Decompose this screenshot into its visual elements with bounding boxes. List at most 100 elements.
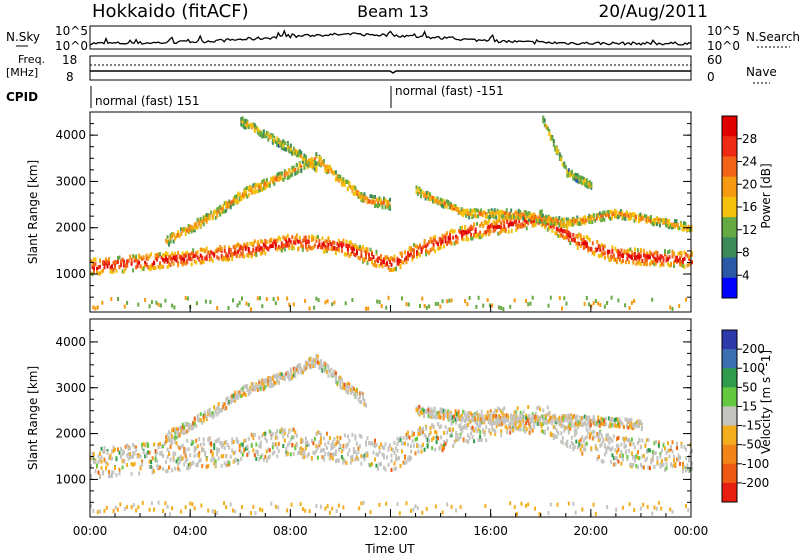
heatmap-cell	[315, 357, 318, 362]
heatmap-cell	[235, 439, 238, 444]
heatmap-cell	[615, 260, 618, 265]
heatmap-cell	[375, 249, 378, 254]
heatmap-cell	[316, 354, 319, 359]
heatmap-cell	[529, 212, 532, 217]
heatmap-cell	[418, 188, 421, 193]
heatmap-cell	[592, 301, 595, 306]
heatmap-cell	[346, 452, 349, 457]
heatmap-cell	[615, 257, 618, 262]
heatmap-cell	[641, 259, 644, 263]
heatmap-cell	[232, 451, 235, 456]
heatmap-cell	[453, 414, 456, 419]
heatmap-cell	[127, 259, 130, 263]
colorbar-segment	[722, 277, 737, 299]
heatmap-cell	[169, 233, 172, 238]
heatmap-cell	[328, 164, 331, 169]
heatmap-cell	[129, 254, 132, 259]
heatmap-cell	[231, 393, 234, 398]
heatmap-cell	[587, 430, 590, 435]
heatmap-cell	[316, 234, 319, 239]
heatmap-cell	[576, 419, 579, 423]
heatmap-cell	[226, 401, 229, 405]
heatmap-cell	[588, 213, 591, 218]
heatmap-cell	[557, 431, 560, 436]
heatmap-cell	[444, 239, 447, 244]
heatmap-cell	[511, 414, 514, 419]
heatmap-cell	[399, 464, 402, 468]
heatmap-cell	[292, 246, 295, 250]
heatmap-cell	[688, 262, 690, 267]
heatmap-cell	[428, 240, 431, 245]
heatmap-cell	[515, 426, 518, 431]
heatmap-cell	[318, 162, 321, 167]
heatmap-cell	[150, 264, 153, 269]
heatmap-cell	[105, 505, 108, 510]
heatmap-cell	[310, 160, 313, 165]
heatmap-cell	[247, 125, 250, 130]
heatmap-cell	[578, 175, 581, 180]
heatmap-cell	[432, 235, 435, 240]
heatmap-cell	[222, 207, 225, 212]
heatmap-cell	[630, 425, 633, 430]
heatmap-cell	[123, 269, 126, 274]
heatmap-cell	[96, 463, 98, 468]
heatmap-cell	[200, 503, 203, 508]
heatmap-cell	[374, 262, 376, 267]
heatmap-cell	[497, 406, 500, 411]
heatmap-cell	[303, 364, 306, 369]
heatmap-cell	[478, 211, 481, 216]
heatmap-cell	[651, 450, 654, 454]
heatmap-cell	[360, 191, 363, 196]
heatmap-cell	[648, 448, 651, 453]
heatmap-cell	[172, 253, 175, 258]
heatmap-cell	[291, 435, 294, 440]
heatmap-cell	[264, 186, 267, 191]
heatmap-cell	[195, 424, 198, 428]
heatmap-cell	[494, 432, 497, 436]
heatmap-cell	[234, 450, 237, 455]
heatmap-cell	[377, 452, 379, 457]
heatmap-cell	[271, 179, 274, 184]
heatmap-cell	[235, 253, 238, 258]
heatmap-cell	[614, 456, 617, 461]
heatmap-cell	[395, 457, 397, 462]
heatmap-cell	[636, 455, 639, 460]
heatmap-cell	[558, 157, 561, 161]
heatmap-cell	[648, 255, 651, 260]
heatmap-cell	[481, 213, 484, 218]
heatmap-cell	[108, 257, 110, 262]
heatmap-cell	[324, 300, 327, 305]
heatmap-cell	[337, 238, 340, 243]
heatmap-cell	[648, 218, 651, 222]
heatmap-cell	[291, 374, 294, 379]
heatmap-cell	[165, 238, 168, 243]
heatmap-cell	[288, 430, 291, 434]
heatmap-cell	[434, 504, 437, 509]
heatmap-cell	[173, 305, 176, 310]
heatmap-cell	[300, 446, 303, 451]
heatmap-cell	[524, 223, 527, 228]
heatmap-cell	[252, 189, 255, 194]
heatmap-cell	[198, 437, 201, 441]
heatmap-cell	[292, 370, 295, 375]
heatmap-cell	[686, 253, 689, 258]
heatmap-cell	[660, 448, 663, 453]
heatmap-cell	[217, 410, 220, 415]
heatmap-cell	[441, 299, 444, 304]
heatmap-cell	[261, 132, 264, 137]
heatmap-cell	[327, 246, 330, 251]
heatmap-cell	[419, 304, 421, 308]
heatmap-cell	[612, 257, 615, 262]
heatmap-cell	[214, 439, 217, 444]
heatmap-cell	[226, 396, 229, 401]
heatmap-cell	[556, 419, 559, 424]
heatmap-cell	[190, 227, 193, 232]
heatmap-cell	[220, 463, 223, 468]
heatmap-cell	[506, 217, 509, 222]
heatmap-cell	[132, 268, 135, 273]
heatmap-cell	[650, 459, 653, 464]
heatmap-cell	[645, 218, 648, 222]
heatmap-cell	[192, 440, 195, 445]
heatmap-cell	[157, 464, 160, 469]
